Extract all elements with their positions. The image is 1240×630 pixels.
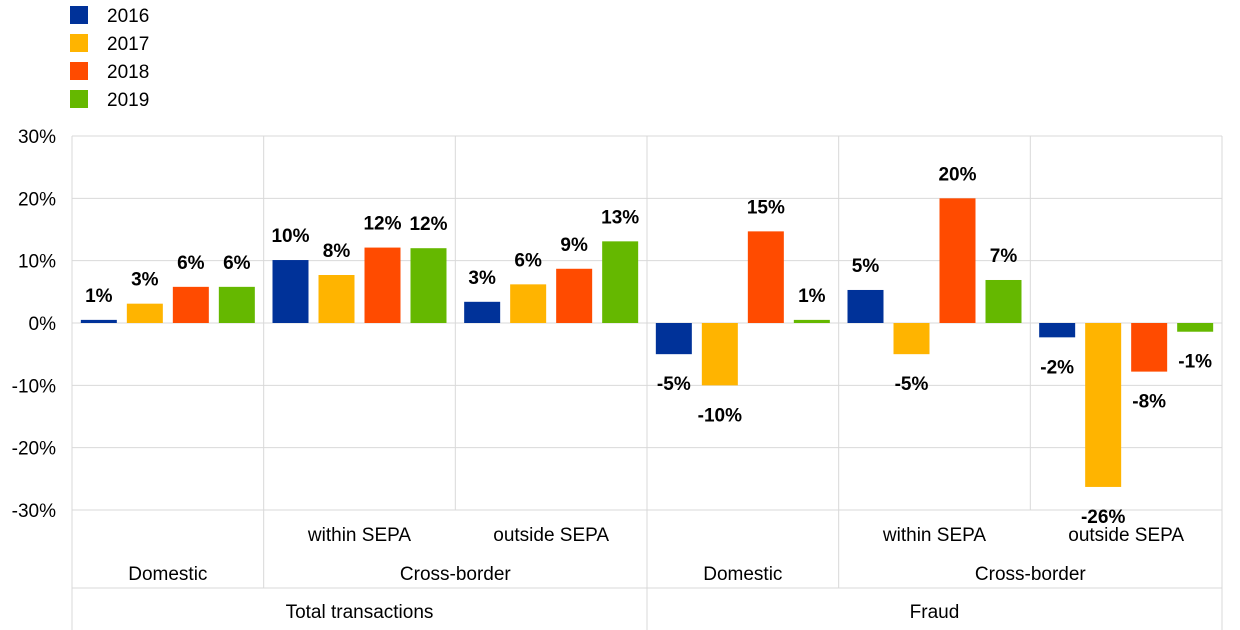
data-label: 3% <box>131 270 159 291</box>
legend-swatch-2016 <box>70 6 88 24</box>
data-label: 20% <box>938 164 976 185</box>
data-label: -10% <box>698 405 742 426</box>
data-label: 3% <box>468 268 496 289</box>
bar-2019 <box>1177 323 1214 332</box>
legend: 2016 2017 2018 2019 <box>70 6 149 111</box>
bar-2018 <box>939 198 976 323</box>
data-label: -26% <box>1081 507 1125 528</box>
x-sub-label: outside SEPA <box>493 525 609 546</box>
bar-2019 <box>985 279 1022 323</box>
bar-2017 <box>126 303 163 323</box>
bar-2017 <box>701 323 738 386</box>
x-axis: within SEPA outside SEPA within SEPA outsid… <box>128 525 1184 623</box>
data-label: 13% <box>601 207 639 228</box>
bar-2018 <box>364 247 401 323</box>
x-top-label: Total transactions <box>286 602 434 623</box>
y-tick-label: -20% <box>12 439 56 460</box>
y-axis: 30% 20% 10% 0% -10% -20% -30% <box>12 127 56 522</box>
y-tick-label: 20% <box>18 189 56 210</box>
legend-swatch-2018 <box>70 62 88 80</box>
bar-2019 <box>410 248 447 323</box>
bar-2016 <box>464 301 501 323</box>
bar-2016 <box>80 319 117 323</box>
y-tick-label: 10% <box>18 252 56 273</box>
x-sub-label: within SEPA <box>882 525 986 546</box>
legend-label: 2018 <box>107 62 149 83</box>
legend-label: 2017 <box>107 34 149 55</box>
bar-2017 <box>1085 323 1122 487</box>
data-label: 6% <box>177 253 205 274</box>
bar-2019 <box>218 286 255 323</box>
bars <box>80 198 1214 487</box>
bar-2018 <box>1131 323 1168 372</box>
data-label: 5% <box>852 256 880 277</box>
x-group-label: Domestic <box>703 564 782 585</box>
y-tick-label: 0% <box>29 314 57 335</box>
data-label: -8% <box>1132 392 1166 413</box>
legend-label: 2019 <box>107 90 149 111</box>
data-label: 8% <box>323 241 351 262</box>
data-label: 9% <box>560 235 588 256</box>
bar-2016 <box>847 289 884 323</box>
x-sub-label: outside SEPA <box>1068 525 1184 546</box>
data-label: 12% <box>363 214 401 235</box>
data-label: -1% <box>1178 352 1212 373</box>
data-label: -5% <box>895 374 929 395</box>
legend-swatch-2017 <box>70 34 88 52</box>
bar-2017 <box>318 275 355 323</box>
bar-2016 <box>272 260 309 323</box>
bar-2017 <box>893 323 930 355</box>
y-tick-label: -30% <box>12 501 56 522</box>
bar-2016 <box>655 323 692 355</box>
x-group-label: Cross-border <box>975 564 1087 585</box>
y-tick-label: -10% <box>12 376 56 397</box>
data-label: -5% <box>657 374 691 395</box>
y-tick-label: 30% <box>18 127 56 148</box>
data-label: 6% <box>223 253 251 274</box>
data-label: 7% <box>990 246 1018 267</box>
data-label: 15% <box>747 197 785 218</box>
data-labels: 1% 10% 3% -5% 5% -2% 3% 8% 6% -10% -5% -26% 6% 12% 9% 1… <box>85 164 1212 528</box>
data-label: 6% <box>514 250 542 271</box>
bar-2018 <box>172 286 209 323</box>
x-group-label: Cross-border <box>400 564 512 585</box>
bar-2019 <box>602 241 639 323</box>
data-label: 1% <box>798 286 826 307</box>
bar-2018 <box>556 268 593 323</box>
bar-2016 <box>1039 323 1076 338</box>
legend-swatch-2019 <box>70 90 88 108</box>
bar-2019 <box>793 319 830 323</box>
data-label: 1% <box>85 286 113 307</box>
data-label: 10% <box>271 226 309 247</box>
legend-label: 2016 <box>107 6 149 27</box>
bar-2018 <box>747 231 784 323</box>
x-group-label: Domestic <box>128 564 207 585</box>
gridlines <box>71 135 1223 630</box>
bar-2017 <box>510 284 547 323</box>
x-sub-label: within SEPA <box>307 525 411 546</box>
x-top-label: Fraud <box>910 602 960 623</box>
data-label: 12% <box>409 214 447 235</box>
data-label: -2% <box>1040 357 1074 378</box>
